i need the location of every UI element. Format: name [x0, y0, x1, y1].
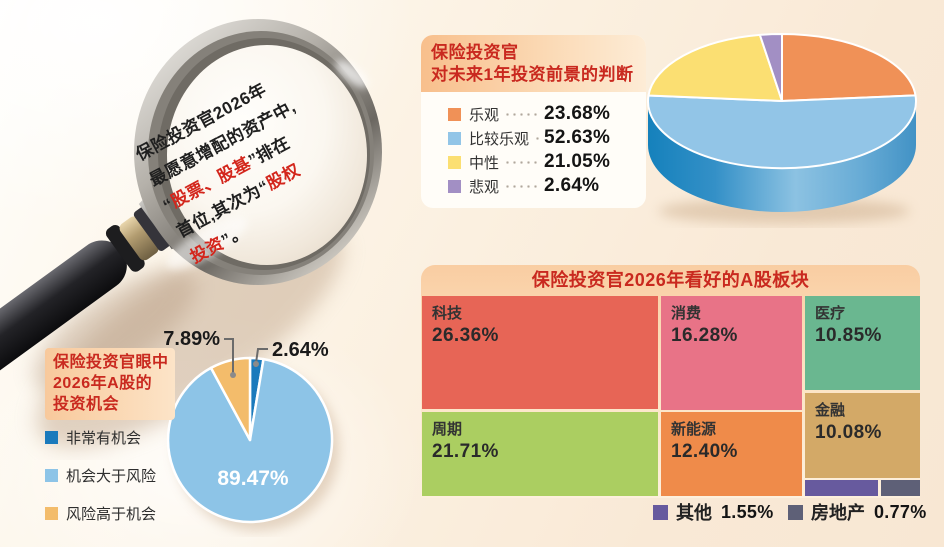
callout-dot [230, 372, 236, 378]
legend-value: 21.05% [544, 151, 611, 172]
opportunity-title-line: 保险投资官眼中 [53, 354, 169, 371]
outlook-title: 保险投资官 对未来1年投资前景的判断 [421, 35, 646, 92]
legend-swatch [45, 468, 58, 482]
legend-label: 其他 [676, 503, 712, 523]
legend-swatch [448, 179, 461, 193]
legend-label: 风险高于机会 [66, 505, 157, 523]
pie-slice-比较乐观 [647, 94, 917, 170]
opportunity-pie-chart: 89.47% 7.89% 2.64% [163, 328, 339, 531]
legend-value: 0.77% [874, 501, 927, 522]
outlook-card: 保险投资官 对未来1年投资前景的判断 乐观 23.68% 比较乐观 52.63% 中性 2… [421, 35, 646, 208]
block-label: 医疗 [815, 305, 846, 322]
treemap-block-其他 [805, 480, 878, 496]
legend-swatch [448, 131, 461, 145]
legend-item: 乐观 23.68% [448, 102, 632, 126]
dot-leader [504, 112, 539, 116]
legend-value: 23.68% [544, 103, 611, 124]
pie-slice-乐观 [781, 33, 917, 102]
dot-leader [534, 136, 539, 140]
block-value: 12.40% [671, 441, 738, 462]
legend-item: 中性 21.05% [448, 150, 632, 174]
outlook-title-line: 保险投资官 [431, 43, 519, 62]
callout-value: 2.64% [272, 339, 329, 361]
legend-label: 比较乐观 [469, 130, 530, 148]
opportunity-title-line: 投资机会 [53, 396, 120, 413]
legend-label: 乐观 [469, 106, 500, 124]
slice-value-inside: 89.47% [217, 467, 289, 490]
block-label: 新能源 [671, 421, 717, 438]
legend-label: 中性 [469, 154, 500, 172]
opportunity-title-line: 2026年A股的 [53, 375, 153, 392]
block-label: 科技 [432, 305, 463, 322]
block-value: 10.85% [815, 325, 882, 346]
legend-value: 52.63% [544, 127, 611, 148]
pie-slice-悲观 [758, 32, 783, 102]
callout-line [224, 338, 234, 374]
legend-item: 风险高于机会 [45, 506, 156, 523]
outlook-title-line: 对未来1年投资前景的判断 [431, 65, 634, 84]
pie-slice-中性 [647, 33, 783, 102]
treemap-block-周期: 周期 21.71% [422, 412, 658, 496]
block-label: 消费 [671, 305, 702, 322]
callout-line [255, 348, 268, 364]
block-value: 16.28% [671, 325, 738, 346]
dot-leader [504, 184, 539, 188]
magnifying-glass-illustration [0, 19, 382, 460]
legend-swatch [448, 107, 461, 121]
block-value: 10.08% [815, 422, 882, 443]
sector-legend: 其他 1.55% 房地产 0.77% [421, 501, 926, 523]
opportunity-title: 保险投资官眼中 2026年A股的 投资机会 [45, 348, 175, 420]
legend-item-real-estate: 房地产 0.77% [788, 501, 927, 523]
legend-label: 房地产 [811, 503, 865, 523]
legend-value: 2.64% [544, 175, 600, 196]
legend-swatch [448, 155, 461, 169]
treemap-block-金融: 金融 10.08% [805, 393, 920, 478]
outlook-legend: 乐观 23.68% 比较乐观 52.63% 中性 21.05% 悲观 2.64% [421, 92, 646, 198]
legend-label: 机会大于风险 [66, 467, 157, 485]
outlook-pie-chart [647, 32, 917, 224]
legend-swatch-real-estate [788, 504, 803, 520]
treemap-block-科技: 科技 26.36% [422, 296, 658, 409]
sector-treemap-panel: 保险投资官2026年看好的A股板块 科技 26.36% 消费 16.28% 医疗 10.8… [421, 265, 920, 498]
legend-label: 悲观 [469, 178, 500, 196]
legend-item-other: 其他 1.55% [653, 501, 774, 523]
block-value: 26.36% [432, 325, 499, 346]
sector-title: 保险投资官2026年看好的A股板块 [531, 270, 810, 290]
legend-item: 比较乐观 52.63% [448, 126, 632, 150]
dot-leader [504, 160, 539, 164]
block-label: 金融 [815, 402, 846, 419]
magnifier-lens [134, 19, 382, 285]
treemap-block-新能源: 新能源 12.40% [661, 412, 802, 496]
legend-swatch [45, 430, 58, 444]
legend-swatch-other [653, 504, 668, 520]
pie-side-face [648, 101, 916, 212]
treemap-block-消费: 消费 16.28% [661, 296, 802, 410]
treemap-block-房地产 [881, 480, 920, 496]
legend-item: 非常有机会 [45, 430, 156, 447]
callout-dot [253, 361, 259, 367]
legend-value: 1.55% [721, 501, 774, 522]
treemap-block-医疗: 医疗 10.85% [805, 296, 920, 390]
opportunity-legend: 非常有机会机会大于风险 风险高于机会 [45, 430, 156, 544]
legend-swatch [45, 506, 58, 520]
legend-item: 机会大于风险 [45, 468, 156, 485]
block-label: 周期 [432, 421, 463, 438]
pie-slice-风险高于机会 [209, 356, 252, 442]
legend-item: 悲观 2.64% [448, 174, 632, 198]
callout-value: 7.89% [163, 328, 220, 350]
block-value: 21.71% [432, 441, 499, 462]
legend-label: 非常有机会 [66, 429, 142, 447]
